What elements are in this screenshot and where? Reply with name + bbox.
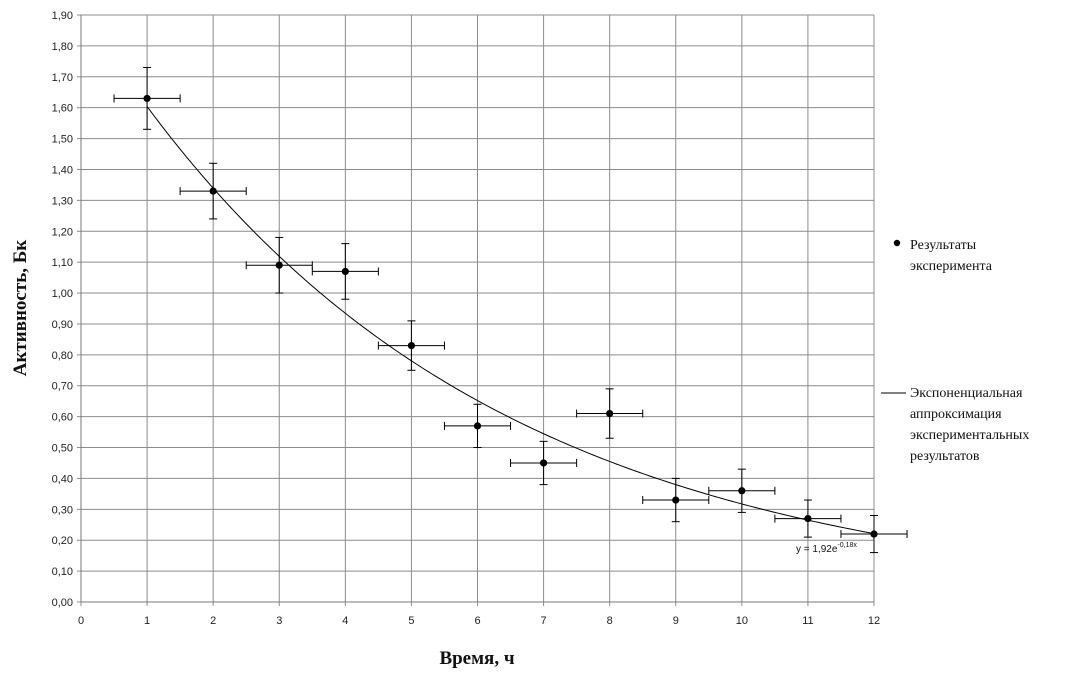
data-point-group [179, 162, 247, 220]
legend-points-line-2: эксперимента [910, 259, 993, 274]
y-tick-label: 1,40 [52, 164, 73, 176]
x-tick-label: 11 [802, 615, 813, 627]
x-tick-label: 6 [474, 615, 480, 627]
x-tick-label: 5 [408, 615, 414, 627]
data-point-group [840, 514, 908, 554]
data-point [804, 514, 812, 523]
y-axis-title: Активность, Бк [10, 240, 31, 377]
x-axis-title: Время, ч [439, 648, 514, 669]
data-point-group [377, 320, 445, 371]
data-point [275, 261, 283, 269]
y-tick-label: 1,20 [52, 226, 73, 238]
data-point-group [510, 440, 578, 486]
y-tick-label: 0,00 [52, 597, 73, 609]
data-point [473, 422, 482, 430]
data-point-group [311, 243, 379, 300]
grid [80, 14, 875, 603]
y-tick-label: 0,70 [52, 381, 73, 393]
y-tick-label: 1,70 [52, 72, 73, 84]
data-point [407, 341, 416, 350]
y-tick-label: 0,10 [52, 566, 73, 578]
y-tick-label: 1,30 [52, 195, 73, 207]
x-tick-label: 8 [607, 615, 613, 627]
x-tick-label: 4 [342, 615, 348, 627]
y-tick-label: 1,80 [52, 41, 73, 53]
legend-fit-line-2: аппроксимация [910, 407, 1002, 422]
legend-fit-line-3: экспериментальных [910, 428, 1029, 443]
fit-curve-group [146, 106, 875, 535]
y-tick-label: 1,10 [52, 257, 73, 269]
equation-exponent: -0,18x [837, 542, 857, 549]
y-tick-label: 1,60 [52, 103, 73, 115]
y-tick-label: 1,90 [52, 10, 73, 22]
y-tick-label: 0,90 [52, 319, 73, 331]
data-points-group [113, 67, 908, 554]
legend-points-line-1: Результаты [910, 238, 977, 253]
y-tick-label: 0,20 [52, 535, 73, 547]
y-tick-label: 0,30 [52, 504, 73, 516]
x-tick-label: 10 [736, 615, 748, 627]
legend-fit-line-1: Экспоненциальная [910, 386, 1023, 401]
data-point [143, 94, 151, 103]
x-tick-label: 3 [276, 615, 282, 627]
data-point-group [576, 388, 644, 439]
equation-label: y = 1,92e-0,18x [796, 542, 857, 555]
x-tick-label: 7 [541, 615, 547, 627]
data-point [209, 187, 217, 195]
x-tick-label: 0 [78, 615, 84, 627]
y-tick-label: 0,50 [52, 443, 73, 455]
data-point [606, 409, 614, 418]
data-point-group [774, 499, 842, 538]
data-point-group [443, 403, 512, 449]
x-tick-label: 12 [868, 615, 880, 627]
y-tick-label: 1,00 [52, 288, 73, 300]
legend-label-points: Результаты эксперимента [910, 238, 993, 274]
data-point [539, 459, 548, 467]
legend-fit-line-4: результатов [910, 449, 980, 464]
data-point [738, 487, 746, 495]
axes [77, 14, 875, 606]
equation-text: y = 1,92e [796, 544, 838, 555]
fit-curve [146, 106, 875, 535]
legend-marker-points [893, 239, 901, 247]
legend-label-fit: Экспоненциальная аппроксимация экспериме… [910, 386, 1033, 464]
y-tick-label: 1,50 [52, 134, 73, 146]
tick-labels: 0,00 0,10 0,20 0,30 0,40 0,50 0,60 0,70 0,80 0,90… [52, 10, 881, 627]
data-point [341, 267, 349, 276]
x-tick-label: 9 [673, 615, 679, 627]
data-point-group [113, 67, 181, 130]
data-point-group [708, 468, 776, 513]
data-point [672, 496, 680, 504]
y-tick-label: 0,60 [52, 412, 73, 424]
x-tick-label: 1 [144, 615, 150, 627]
data-point-group [642, 477, 710, 523]
y-tick-label: 0,80 [52, 350, 73, 362]
data-point-group [245, 236, 313, 294]
legend: Результаты эксперимента Экспоненциальная… [881, 238, 1033, 464]
data-point [870, 530, 878, 538]
y-tick-label: 0,40 [52, 473, 73, 485]
x-tick-label: 2 [210, 615, 216, 627]
